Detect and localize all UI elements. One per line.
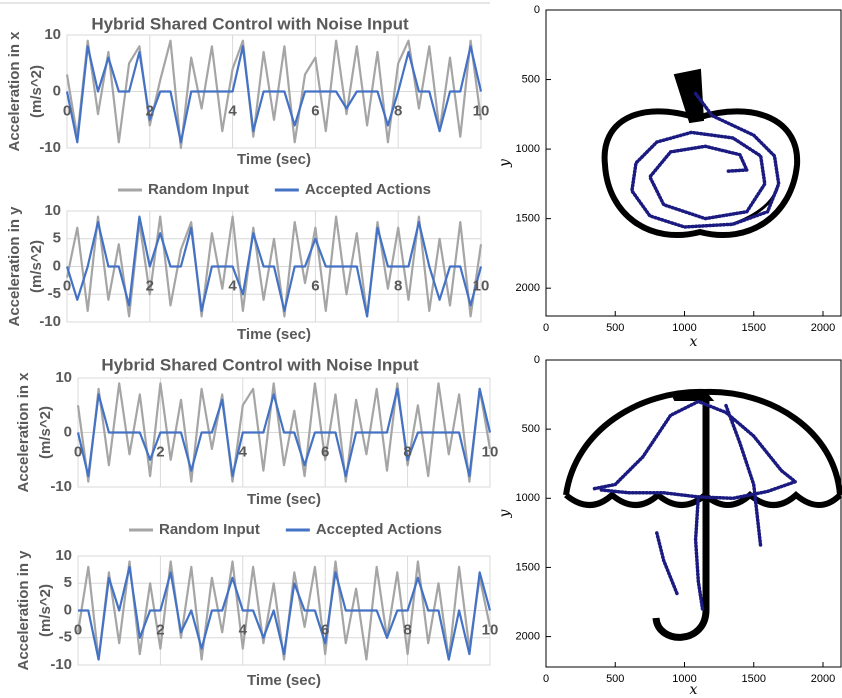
x-tick-label: 2 bbox=[146, 102, 154, 119]
plot-frame bbox=[545, 359, 842, 668]
series-line bbox=[65, 215, 483, 318]
umbrella-outline bbox=[563, 388, 842, 641]
y-tick-label: 10 bbox=[44, 202, 61, 219]
y-tick-label: 0 bbox=[53, 257, 61, 274]
x-axis-label: x bbox=[690, 334, 698, 350]
trajectory bbox=[592, 399, 798, 611]
x-tick-label: 1000 bbox=[672, 322, 696, 334]
x-tick-label: 4 bbox=[239, 443, 248, 460]
x-tick-label: 2 bbox=[146, 277, 154, 294]
y-tick-label: 1500 bbox=[516, 213, 540, 225]
y-tick-label: -10 bbox=[50, 478, 72, 495]
y-tick-label: 10 bbox=[55, 369, 72, 386]
x-tick-label: 0 bbox=[63, 102, 71, 119]
trajectory bbox=[630, 91, 781, 229]
series-line bbox=[65, 39, 483, 150]
y-axis-label: (m/s^2) bbox=[37, 584, 54, 637]
series-line bbox=[65, 45, 483, 144]
y-tick-label: 2000 bbox=[516, 630, 540, 642]
chart-title: Hybrid Shared Control with Noise Input bbox=[91, 14, 409, 33]
y-axis-label: (m/s^2) bbox=[28, 65, 45, 118]
legend-label: Random Input bbox=[159, 521, 260, 538]
y-axis-label: y bbox=[497, 158, 513, 168]
legend-label: Accepted Actions bbox=[305, 181, 431, 198]
x-tick-label: 8 bbox=[394, 277, 402, 294]
y-tick-label: 500 bbox=[522, 423, 540, 435]
x-tick-label: 6 bbox=[311, 277, 319, 294]
plot-frame bbox=[545, 9, 842, 317]
x-tick-label: 10 bbox=[473, 277, 490, 294]
y-tick-label: 10 bbox=[55, 547, 72, 564]
y-axis-label: (m/s^2) bbox=[28, 240, 45, 293]
x-axis-label: Time (sec) bbox=[247, 491, 321, 508]
x-tick-label: 4 bbox=[228, 102, 237, 119]
y-tick-label: 1000 bbox=[516, 492, 540, 504]
y-tick-label: 0 bbox=[53, 82, 61, 99]
x-tick-label: 2 bbox=[156, 443, 164, 460]
x-tick-label: 4 bbox=[228, 277, 237, 294]
y-axis-label: Acceleration in x bbox=[6, 31, 23, 152]
y-tick-label: -10 bbox=[50, 656, 72, 673]
y-tick-label: -5 bbox=[48, 285, 61, 302]
y-tick-label: 1000 bbox=[516, 143, 540, 155]
x-tick-label: 8 bbox=[403, 443, 411, 460]
x-tick-label: 10 bbox=[482, 443, 499, 460]
y-axis-label: y bbox=[497, 508, 513, 518]
x-tick-label: 8 bbox=[394, 102, 402, 119]
x-tick-label: 6 bbox=[321, 443, 329, 460]
y-tick-label: 1500 bbox=[516, 561, 540, 573]
x-tick-label: 500 bbox=[606, 673, 624, 685]
x-tick-label: 4 bbox=[239, 621, 248, 638]
y-axis-label: Acceleration in x bbox=[15, 372, 32, 493]
x-axis-label: Time (sec) bbox=[237, 151, 311, 168]
y-tick-label: 10 bbox=[44, 26, 61, 43]
x-axis-label: Time (sec) bbox=[237, 326, 311, 343]
series-line bbox=[78, 565, 492, 661]
x-tick-label: 6 bbox=[321, 621, 329, 638]
y-axis-label: Acceleration in y bbox=[15, 550, 32, 671]
x-tick-label: 0 bbox=[543, 673, 549, 685]
chart: 0 500 1000 1500 2000 0 500 1000 1500 2000 x y bbox=[497, 4, 842, 350]
x-tick-label: 1500 bbox=[742, 322, 766, 334]
legend-label: Random Input bbox=[148, 181, 249, 198]
y-tick-label: -10 bbox=[39, 313, 61, 330]
x-tick-label: 500 bbox=[606, 322, 624, 334]
y-axis-label: (m/s^2) bbox=[37, 406, 54, 459]
y-tick-label: 5 bbox=[53, 230, 61, 247]
y-tick-label: 0 bbox=[534, 4, 540, 16]
x-axis-label: Time (sec) bbox=[247, 672, 321, 689]
chart: -10 0 10 0 2 4 6 8 10 Hybrid Shared Control with … bbox=[15, 355, 498, 537]
y-tick-label: 0 bbox=[64, 601, 72, 618]
x-tick-label: 1000 bbox=[672, 673, 696, 685]
legend-label: Accepted Actions bbox=[316, 521, 442, 538]
y-tick-label: 0 bbox=[534, 354, 540, 366]
x-axis-label: x bbox=[690, 682, 698, 698]
x-tick-label: 8 bbox=[403, 621, 411, 638]
y-tick-label: 5 bbox=[64, 574, 72, 591]
x-tick-label: 10 bbox=[473, 102, 490, 119]
x-tick-label: 0 bbox=[74, 621, 82, 638]
x-tick-label: 6 bbox=[311, 102, 319, 119]
x-tick-label: 2000 bbox=[811, 322, 835, 334]
chart: -10 0 10 0 2 4 6 8 10 Hybrid Shared Control with … bbox=[6, 14, 489, 197]
x-tick-label: 1500 bbox=[742, 673, 766, 685]
x-tick-label: 10 bbox=[482, 621, 499, 638]
x-tick-label: 0 bbox=[63, 277, 71, 294]
x-tick-label: 0 bbox=[74, 443, 82, 460]
series-line bbox=[76, 387, 492, 478]
y-tick-label: 0 bbox=[64, 423, 72, 440]
y-tick-label: 500 bbox=[522, 73, 540, 85]
x-tick-label: 2 bbox=[156, 621, 164, 638]
y-tick-label: 2000 bbox=[516, 282, 540, 294]
y-tick-label: -10 bbox=[39, 139, 61, 156]
chart: 0 500 1000 1500 2000 0 500 1000 1500 2000 x y bbox=[497, 354, 842, 698]
x-tick-label: 0 bbox=[543, 322, 549, 334]
x-tick-label: 2000 bbox=[811, 673, 835, 685]
y-axis-label: Acceleration in y bbox=[6, 206, 23, 327]
y-tick-label: -5 bbox=[59, 629, 72, 646]
chart-title: Hybrid Shared Control with Noise Input bbox=[101, 355, 419, 374]
